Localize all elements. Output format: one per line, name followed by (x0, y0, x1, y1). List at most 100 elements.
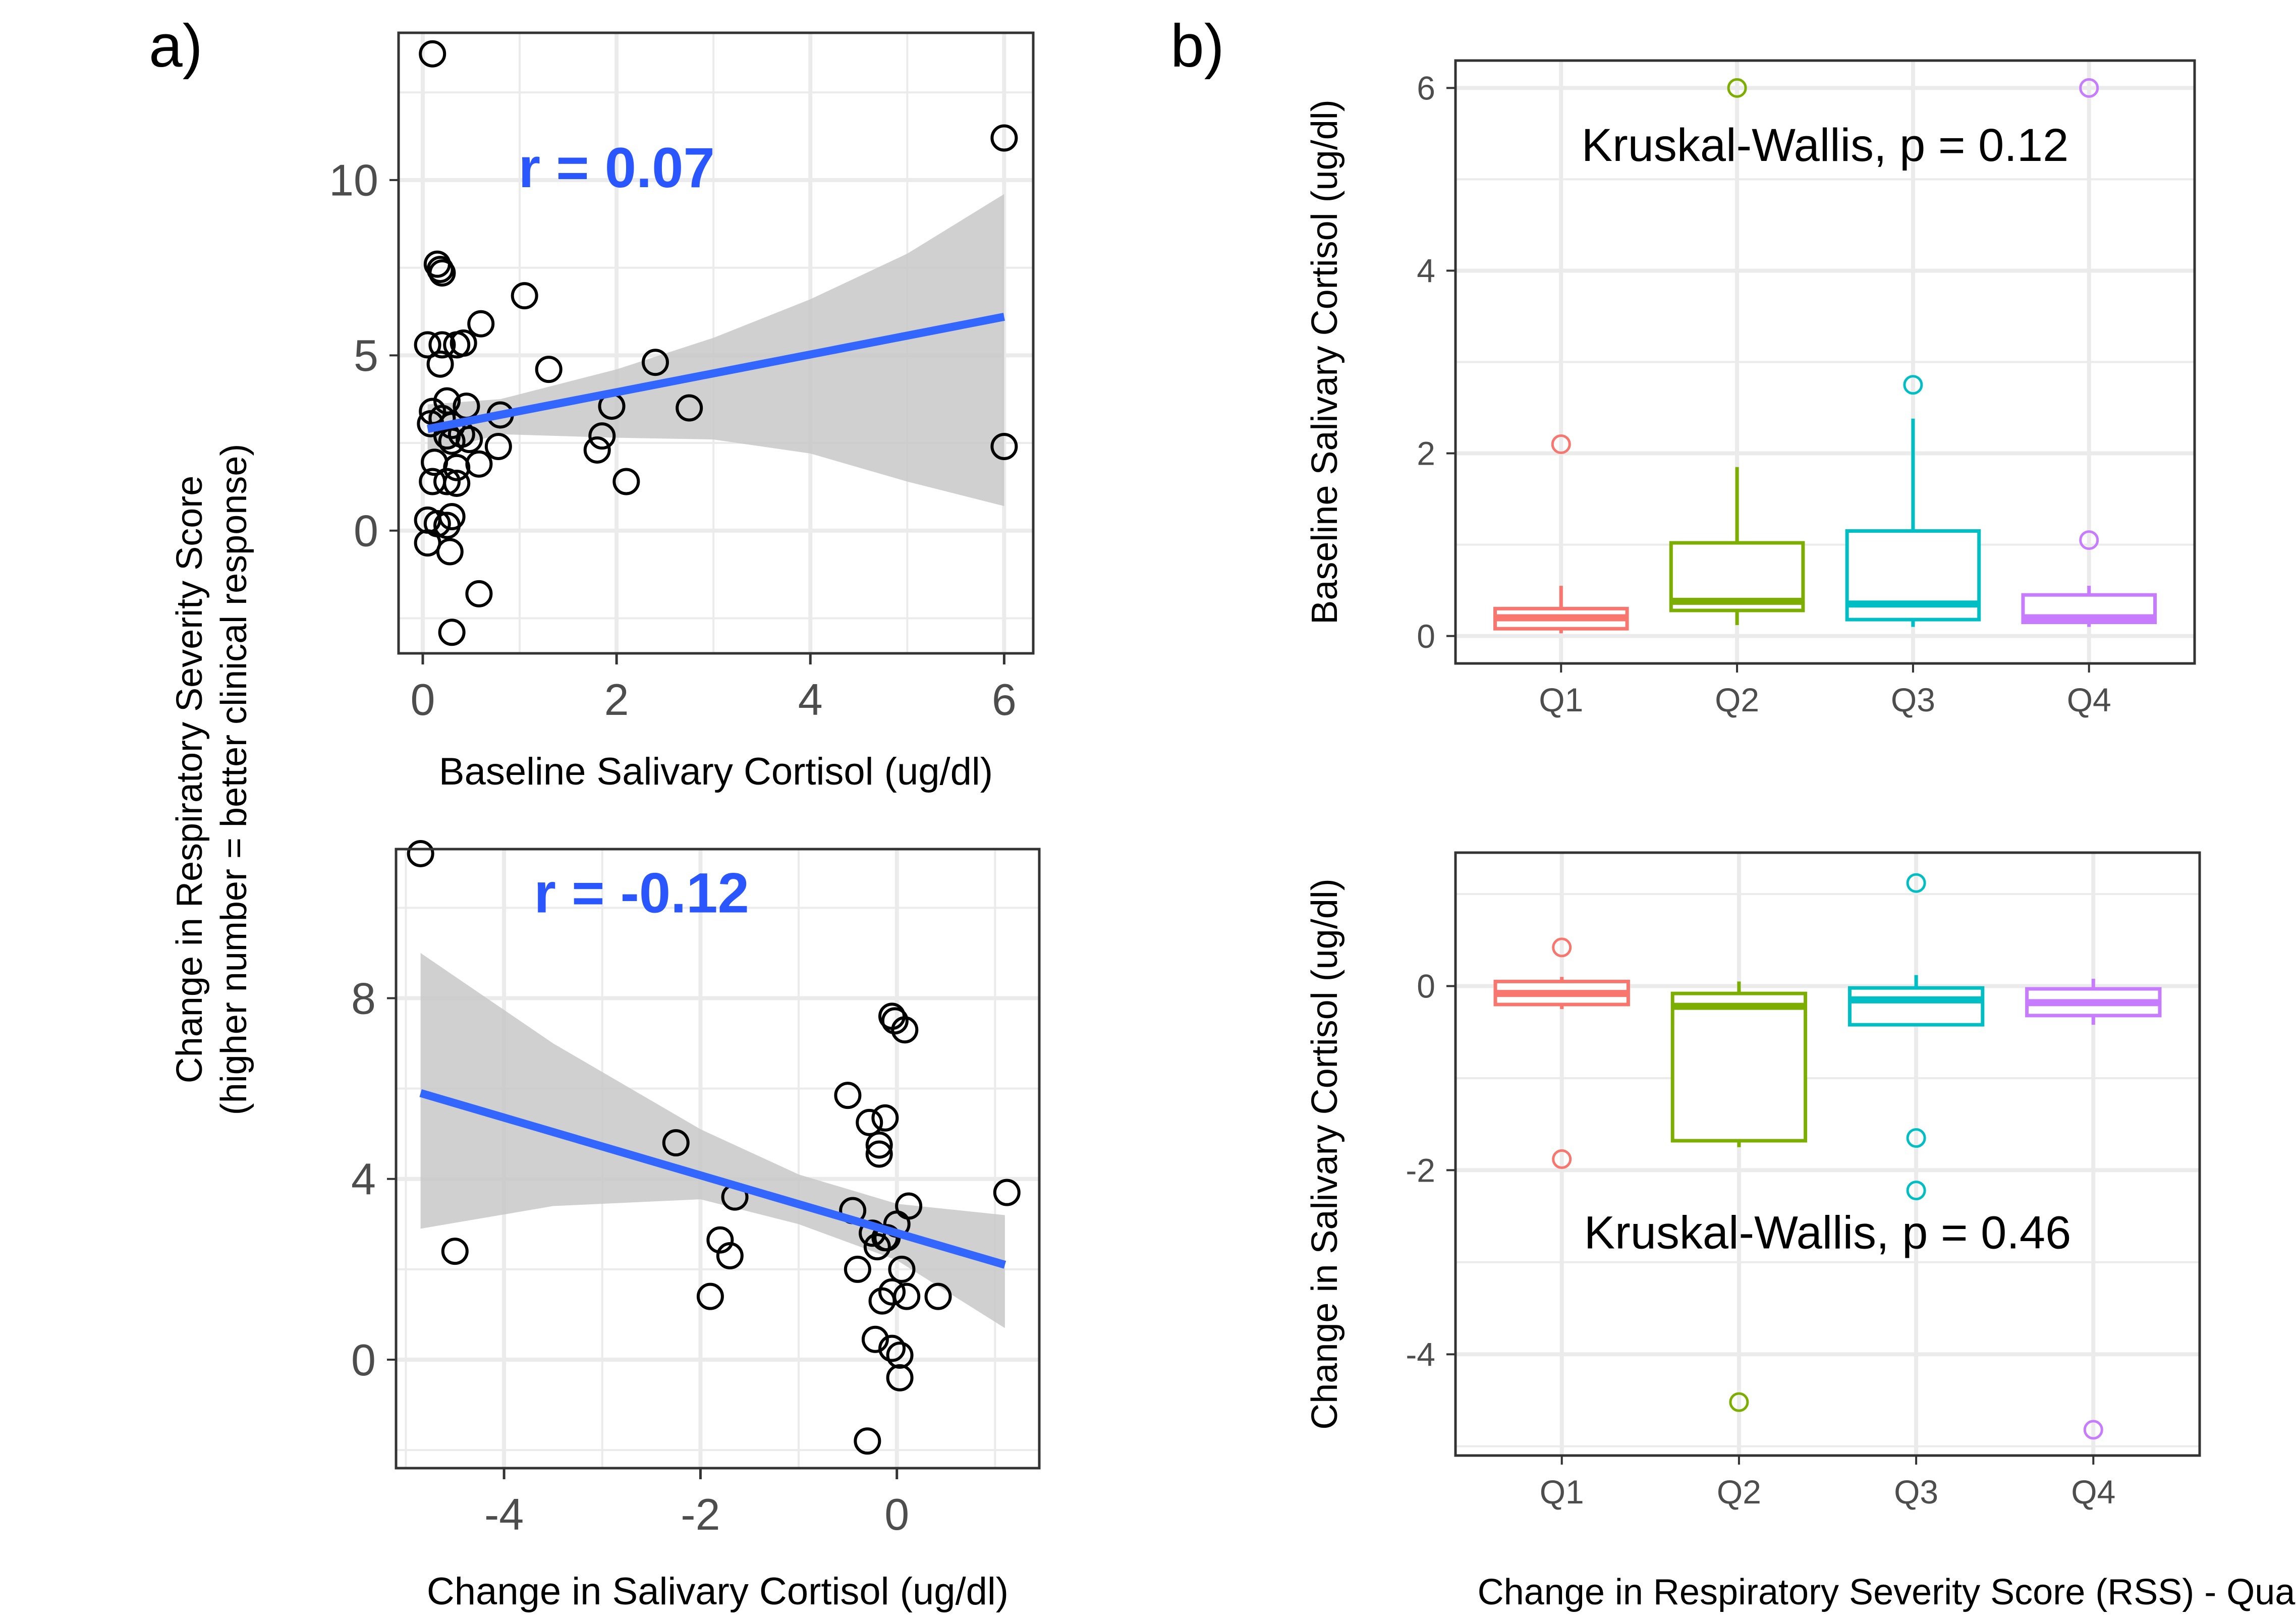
shared-ylabel-line1: Change in Respiratory Severity Score (170, 476, 210, 1084)
data-point (886, 1364, 914, 1391)
data-point (893, 1282, 921, 1310)
y-axis-title: Baseline Salivary Cortisol (ug/dl) (1305, 99, 1345, 624)
data-point (676, 394, 703, 422)
panel-border (1454, 59, 2196, 665)
data-point (716, 1242, 744, 1270)
data-point (662, 1129, 690, 1157)
box-body (1670, 991, 1808, 1143)
x-axis-title: Baseline Salivary Cortisol (ug/dl) (439, 750, 993, 793)
x-tick-label: -2 (681, 1489, 720, 1539)
data-point (871, 1104, 899, 1132)
x-tick-label: Q4 (2071, 1473, 2115, 1511)
x-tick-label: Q4 (2067, 681, 2111, 718)
data-point (426, 350, 454, 378)
box-outlier (1551, 434, 1571, 454)
chart-b-top: Q1 Q2 Q3 Q4 Kruskal-Wallis, p = 0.12 0 2 4 6 Base… (1305, 59, 2196, 718)
data-point (433, 468, 461, 495)
y-tick-label: 4 (1417, 252, 1435, 290)
data-point (924, 1282, 952, 1310)
data-point (696, 1282, 724, 1310)
y-tick-label: 2 (1417, 435, 1435, 472)
box-outlier (2079, 530, 2099, 550)
x-tick-label: 0 (884, 1489, 909, 1539)
x-tick-label: 2 (604, 675, 629, 724)
data-point (888, 1255, 916, 1283)
data-point (407, 840, 434, 867)
box-body (1847, 986, 1985, 1027)
y-axis-title: Change in Salivary Cortisol (ug/dl) (1305, 878, 1345, 1429)
data-point (436, 538, 464, 566)
data-point (467, 310, 495, 338)
y-tick-label: -2 (1406, 1152, 1435, 1189)
panel-border (1454, 851, 2201, 1457)
correlation-label: r = 0.07 (519, 136, 715, 199)
kruskal-wallis-label: Kruskal-Wallis, p = 0.46 (1584, 1207, 2071, 1259)
x-tick-label: Q2 (1717, 1473, 1761, 1511)
data-point (895, 1192, 923, 1220)
box-outlier (1727, 78, 1747, 98)
box-outlier (2079, 78, 2099, 98)
chart-b-bottom: Q1 Q2 Q3 Q4 Kruskal-Wallis, p = 0.46 -4 -2 0 Cha… (1305, 851, 2201, 1511)
data-point (535, 356, 563, 383)
data-point (990, 124, 1018, 152)
x-tick-label: Q2 (1715, 681, 1759, 718)
data-point (856, 1108, 883, 1136)
data-point (450, 329, 477, 357)
box-outlier (1729, 1392, 1749, 1412)
data-point (414, 331, 441, 359)
fit-line (419, 1089, 1006, 1269)
chart-a-bottom: r = -0.12 -4 -2 0 0 4 8 Change in Salivary Cort… (351, 840, 1041, 1613)
y-tick-label: 5 (354, 330, 378, 380)
data-point (861, 1325, 889, 1353)
data-point (456, 426, 483, 454)
fit-line (427, 313, 1005, 433)
y-tick-label: 0 (354, 506, 378, 556)
data-point (878, 1334, 906, 1362)
data-point (428, 259, 456, 287)
data-point (419, 40, 446, 68)
y-tick-label: 6 (1417, 69, 1435, 106)
data-point (834, 1082, 862, 1109)
box-outlier (1903, 375, 1923, 395)
data-point (511, 282, 538, 310)
x-tick-label: Q1 (1539, 681, 1583, 718)
data-point (865, 1131, 893, 1159)
box-outlier (1906, 1128, 1926, 1148)
y-tick-label: 10 (329, 155, 378, 205)
data-point (990, 433, 1018, 460)
b-shared-xlabel: Change in Respiratory Severity Score (RS… (1478, 1572, 2296, 1612)
panel-label-a: a) (149, 12, 203, 80)
x-axis-title: Change in Salivary Cortisol (ug/dl) (427, 1570, 1009, 1613)
y-tick-label: 0 (351, 1335, 376, 1385)
correlation-label: r = -0.12 (534, 861, 749, 924)
x-tick-label: Q1 (1540, 1473, 1584, 1511)
data-point (588, 422, 616, 450)
data-point (433, 512, 461, 539)
data-point (438, 619, 466, 646)
x-tick-label: Q3 (1891, 681, 1935, 718)
data-point (993, 1179, 1021, 1206)
data-point (706, 1226, 734, 1254)
y-tick-label: 8 (351, 973, 376, 1023)
shared-ylabel: Change in Respiratory Severity Score (hi… (170, 444, 254, 1115)
data-point (844, 1255, 871, 1283)
y-tick-label: -4 (1406, 1335, 1435, 1373)
panel-border (395, 848, 1041, 1470)
x-tick-label: 4 (798, 675, 823, 724)
data-point (612, 468, 640, 495)
data-point (465, 580, 493, 607)
data-point (881, 1007, 909, 1035)
box-outlier (1552, 1149, 1572, 1169)
box-outlier (2083, 1420, 2103, 1440)
data-point (465, 450, 493, 478)
data-point (878, 1278, 906, 1306)
data-point (443, 469, 471, 497)
box-outlier (1552, 937, 1572, 958)
y-tick-label: 4 (351, 1154, 376, 1204)
panel-border (397, 31, 1035, 655)
x-tick-label: 6 (992, 675, 1017, 724)
panel-label-b: b) (1170, 12, 1224, 80)
confidence-ribbon (427, 194, 1004, 507)
box-outlier (1906, 873, 1926, 893)
